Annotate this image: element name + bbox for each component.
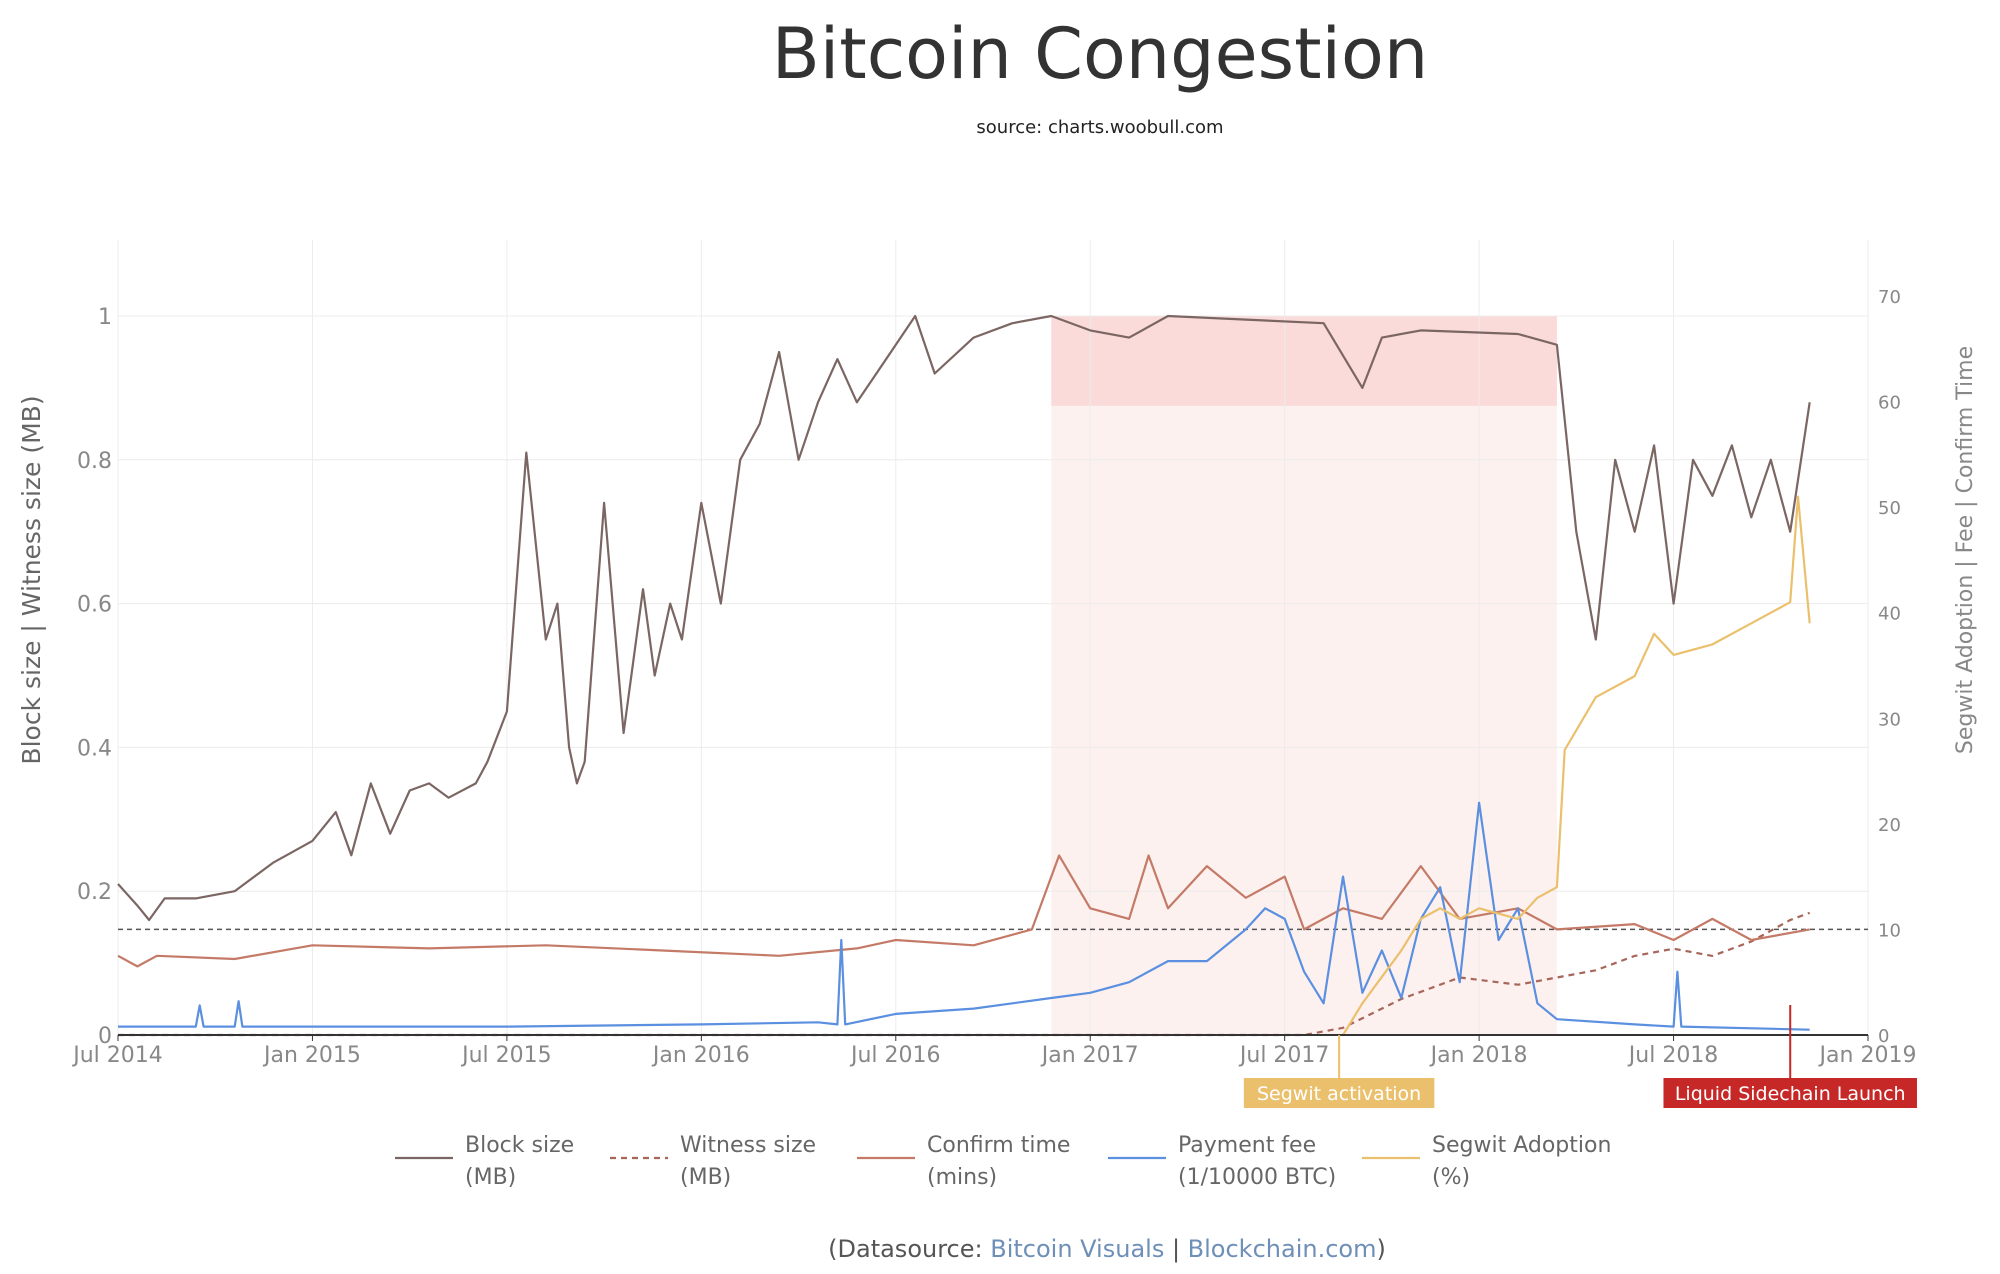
chart-subtitle: source: charts.woobull.com [976, 117, 1223, 138]
y-right-tick-label-3: 30 [1878, 709, 1901, 730]
legend-label-3: Payment fee [1178, 1133, 1316, 1158]
y-right-tick-label-6: 60 [1878, 393, 1901, 414]
annotation-box-segwit-activation [1243, 1078, 1435, 1108]
annotation-label-liquid-sidechain-launch: Liquid Sidechain Launch [1675, 1083, 1906, 1105]
legend-unit-2: (mins) [927, 1165, 997, 1190]
legend-label-2: Confirm time [927, 1133, 1070, 1158]
y-left-tick-label-0: 0 [98, 1024, 112, 1049]
congestion-band-outer [1051, 316, 1557, 1035]
series-line-payment-fee [118, 801, 1810, 1031]
series-line-segwit-adoption [1342, 495, 1811, 1036]
y-axis-right-label: Segwit Adoption | Fee | Confirm Time [1953, 346, 1978, 754]
y-right-tick-label-5: 50 [1878, 498, 1901, 519]
y-right-tick-label-1: 10 [1878, 920, 1901, 941]
legend: Block size (MB) Witness size (MB) Confirm ti… [395, 1133, 1611, 1190]
footer-prefix: (Datasource: [828, 1235, 990, 1263]
congestion-band [1051, 316, 1557, 1035]
x-tick-label-5: Jan 2017 [1040, 1043, 1139, 1068]
annotation-box-liquid-sidechain-launch [1663, 1078, 1917, 1108]
legend-label-4: Segwit Adoption [1432, 1133, 1611, 1158]
series-line-block-size [117, 314, 1811, 922]
legend-unit-3: (1/10000 BTC) [1178, 1165, 1336, 1190]
footer-datasource: (Datasource: Bitcoin Visuals | Blockchai… [828, 1235, 1386, 1263]
y-axis-left-label: Block size | Witness size (MB) [17, 395, 46, 764]
x-tick-label-4: Jul 2016 [849, 1043, 941, 1068]
y-left-tick-label-3: 0.6 [77, 593, 112, 618]
axes: Jul 2014 Jan 2015 Jul 2015 Jan 2016 Jul 2016… [71, 287, 1916, 1068]
legend-label-1: Witness size [680, 1133, 816, 1158]
footer-link-bitcoin-visuals[interactable]: Bitcoin Visuals [990, 1235, 1164, 1263]
footer-suffix: ) [1376, 1235, 1385, 1263]
annotation-label-segwit-activation: Segwit activation [1257, 1083, 1421, 1105]
series-line-confirm-time [117, 854, 1810, 968]
y-left-tick-label-2: 0.4 [77, 736, 112, 761]
x-tick-label-9: Jan 2019 [1818, 1043, 1917, 1068]
legend-label-0: Block size [465, 1133, 574, 1158]
legend-unit-4: (%) [1432, 1165, 1470, 1190]
footer-separator: | [1164, 1235, 1187, 1263]
y-right-tick-label-2: 20 [1878, 815, 1901, 836]
grid [117, 240, 1869, 1035]
y-left-tick-label-4: 0.8 [77, 449, 112, 474]
y-right-tick-label-0: 0 [1878, 1026, 1889, 1047]
x-tick-label-7: Jan 2018 [1429, 1043, 1528, 1068]
y-right-tick-label-7: 70 [1878, 287, 1901, 308]
y-left-tick-label-1: 0.2 [77, 880, 112, 905]
y-right-tick-label-4: 40 [1878, 604, 1901, 625]
x-tick-label-1: Jan 2015 [262, 1043, 361, 1068]
annotations: Segwit activation Liquid Sidechain Launch [1243, 1005, 1917, 1108]
footer-link-blockchain[interactable]: Blockchain.com [1188, 1235, 1377, 1263]
series-line-witness-size [118, 911, 1811, 1037]
x-tick-label-6: Jul 2017 [1238, 1043, 1330, 1068]
legend-unit-1: (MB) [680, 1165, 731, 1190]
y-left-tick-label-5: 1 [98, 305, 112, 330]
chart-title: Bitcoin Congestion [772, 13, 1428, 95]
x-tick-label-3: Jan 2016 [651, 1043, 750, 1068]
congestion-band-inner [1051, 316, 1557, 406]
x-tick-label-8: Jul 2018 [1627, 1043, 1719, 1068]
legend-unit-0: (MB) [465, 1165, 516, 1190]
x-tick-label-0: Jul 2014 [71, 1043, 163, 1068]
series-lines [117, 314, 1811, 1037]
x-tick-label-2: Jul 2015 [460, 1043, 552, 1068]
